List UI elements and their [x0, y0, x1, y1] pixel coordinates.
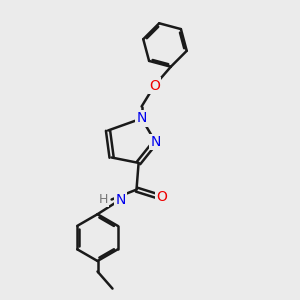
Text: H: H — [98, 193, 108, 206]
Text: O: O — [149, 79, 160, 92]
Text: N: N — [150, 135, 161, 149]
Text: N: N — [116, 193, 126, 206]
Text: N: N — [136, 112, 147, 125]
Text: O: O — [156, 190, 167, 204]
